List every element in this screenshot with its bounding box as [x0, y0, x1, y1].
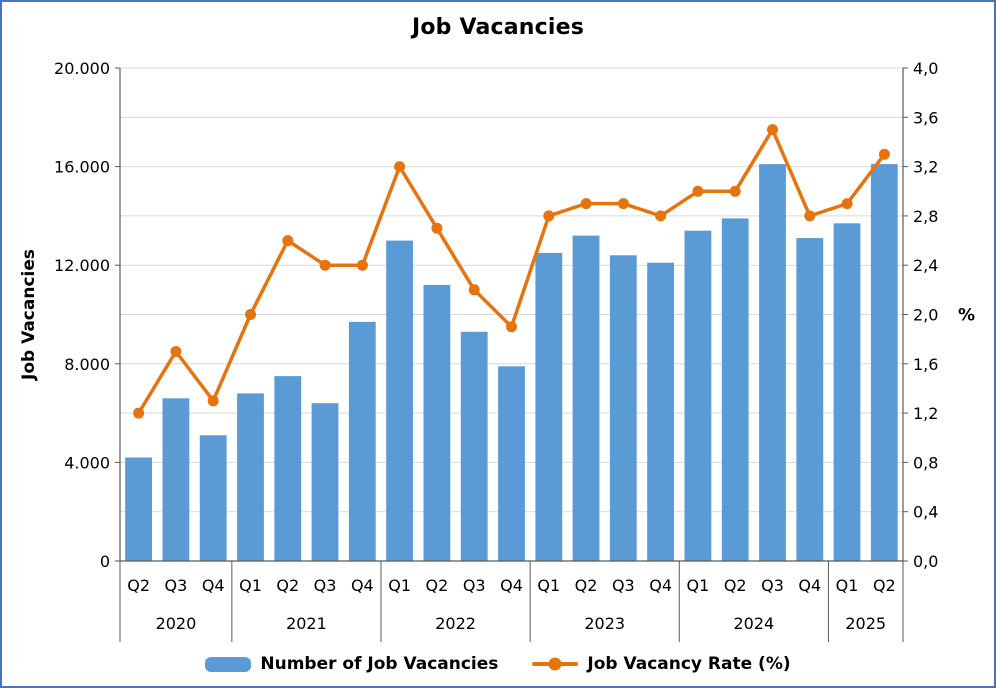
rate-point-8 [431, 222, 443, 234]
quarter-label: Q1 [687, 576, 710, 595]
bar-Q3 [460, 331, 488, 561]
right-tick-label: 3,2 [913, 158, 938, 177]
right-axis-title: % [958, 306, 975, 326]
bar-Q2 [721, 218, 749, 561]
bar-Q4 [199, 435, 227, 561]
quarter-label: Q1 [537, 576, 560, 595]
quarter-label: Q2 [724, 576, 747, 595]
rate-point-5 [319, 259, 331, 271]
right-tick-label: 4,0 [913, 59, 938, 78]
right-tick-label: 3,6 [913, 108, 938, 127]
legend-label-line: Job Vacancy Rate (%) [587, 654, 791, 674]
quarter-label: Q3 [761, 576, 784, 595]
rate-point-12 [580, 198, 592, 210]
rate-point-16 [729, 185, 741, 197]
quarter-label: Q4 [798, 576, 821, 595]
right-tick-label: 1,6 [913, 355, 938, 374]
bar-Q4 [647, 262, 674, 561]
rate-point-7 [394, 161, 406, 173]
left-axis-title: Job Vacancies [19, 249, 39, 381]
bar-Q1 [684, 230, 712, 561]
bar-Q4 [348, 321, 376, 561]
left-tick-label: 8.000 [64, 355, 110, 374]
right-tick-label: 2,4 [913, 256, 938, 275]
rate-point-10 [506, 321, 517, 333]
rate-point-13 [617, 198, 629, 210]
rate-point-0 [133, 407, 145, 419]
rate-point-11 [543, 210, 555, 222]
rate-point-18 [804, 210, 816, 222]
quarter-label: Q2 [127, 576, 150, 595]
legend-bar-swatch [205, 656, 252, 672]
year-label: 2024 [733, 614, 774, 633]
bar-Q3 [162, 398, 190, 561]
right-tick-label: 2,8 [913, 207, 938, 226]
bar-Q1 [535, 252, 563, 561]
quarter-label: Q4 [202, 576, 225, 595]
rate-point-15 [692, 185, 704, 197]
left-tick-label: 0 [100, 552, 110, 571]
year-label: 2021 [286, 614, 327, 633]
quarter-label: Q1 [836, 576, 859, 595]
quarter-label: Q1 [239, 576, 262, 595]
left-tick-label: 16.000 [54, 158, 110, 177]
bar-Q2 [274, 376, 302, 561]
rate-point-2 [207, 395, 219, 407]
bar-Q4 [498, 366, 525, 561]
bar-Q1 [237, 393, 264, 561]
rate-point-3 [245, 309, 256, 320]
left-tick-label: 20.000 [54, 59, 110, 78]
right-tick-label: 0,0 [913, 552, 938, 571]
quarter-label: Q2 [276, 576, 299, 595]
bar-Q2 [572, 235, 600, 561]
bar-Q1 [833, 223, 861, 562]
right-tick-label: 0,4 [913, 503, 938, 522]
chart-plot: 0 4.000 8.000 12.000 16.000 20.000 0,0 0,4 0,8 1,… [19, 59, 975, 642]
bar-Q4 [796, 238, 824, 561]
bar-Q2 [870, 164, 898, 561]
left-tick-label: 4.000 [64, 453, 110, 472]
quarter-label: Q3 [165, 576, 188, 595]
right-tick-label: 1,2 [913, 404, 938, 423]
legend-item-bars: Number of Job Vacancies [205, 654, 498, 674]
right-tick-label: 2,0 [913, 306, 938, 325]
rate-point-17 [767, 124, 778, 136]
year-label: 2023 [584, 614, 625, 633]
left-tick-label: 12.000 [54, 256, 110, 275]
rate-point-9 [468, 284, 480, 296]
quarter-label: Q4 [649, 576, 672, 595]
rate-point-1 [170, 346, 182, 357]
rate-point-4 [282, 235, 294, 247]
quarter-label: Q3 [463, 576, 486, 595]
bar-Q2 [423, 284, 451, 561]
right-tick-label: 0,8 [913, 453, 938, 472]
quarter-label: Q4 [351, 576, 374, 595]
chart-title: Job Vacancies [411, 15, 585, 40]
quarter-label: Q4 [500, 576, 523, 595]
quarter-label: Q3 [612, 576, 635, 595]
legend-item-line: Job Vacancy Rate (%) [532, 654, 791, 674]
year-label: 2022 [435, 614, 476, 633]
quarter-label: Q2 [426, 576, 449, 595]
legend-line-swatch [532, 657, 579, 671]
year-label: 2020 [156, 614, 197, 633]
quarter-label: Q2 [873, 576, 896, 595]
quarter-label: Q1 [388, 576, 411, 595]
rate-point-14 [655, 210, 667, 222]
year-label: 2025 [845, 614, 886, 633]
legend: Number of Job Vacancies Job Vacancy Rate… [2, 646, 994, 682]
bar-Q3 [311, 403, 339, 561]
legend-label-bars: Number of Job Vacancies [260, 654, 499, 674]
quarter-label: Q3 [314, 576, 337, 595]
rate-point-6 [356, 259, 368, 271]
bar-Q1 [386, 240, 413, 561]
bar-Q2 [125, 457, 152, 561]
legend-line-dot-icon [548, 657, 562, 671]
rate-point-19 [841, 198, 853, 210]
quarter-label: Q2 [575, 576, 598, 595]
bar-Q3 [609, 255, 637, 562]
bar-Q3 [759, 164, 786, 561]
rate-point-20 [878, 148, 890, 160]
